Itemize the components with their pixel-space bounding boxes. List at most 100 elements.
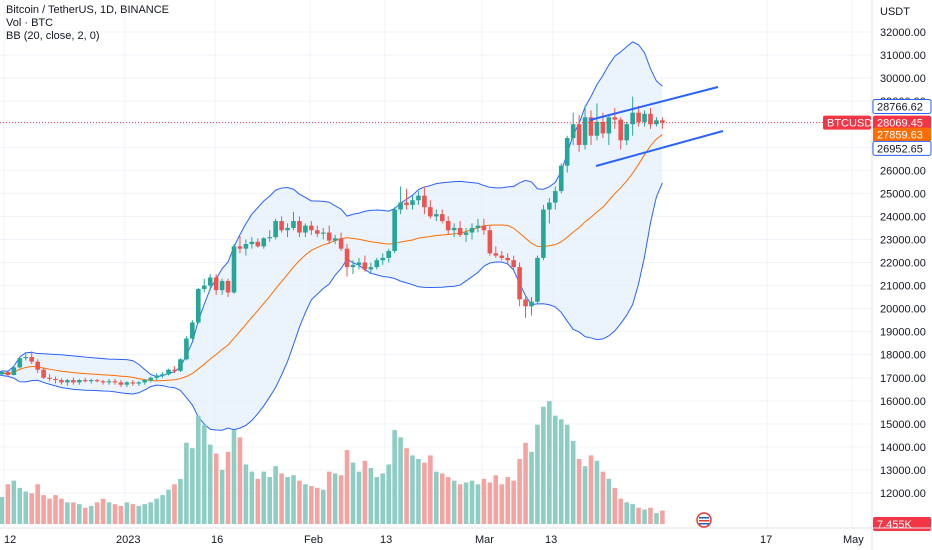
price-tag: 26952.65 — [872, 140, 932, 156]
candle — [535, 255, 540, 305]
volume-bar — [201, 424, 207, 524]
candle — [428, 200, 433, 219]
candle — [47, 374, 52, 382]
time-scale[interactable]: 12 2023 16 Feb 13 Mar 13 17 May — [4, 534, 864, 546]
volume-bar — [398, 437, 403, 524]
candle — [136, 381, 142, 386]
volume-bar — [297, 480, 302, 524]
price-tag-label: 7.455K — [877, 519, 913, 531]
volume-bar — [237, 437, 243, 524]
candle — [112, 378, 118, 385]
candle — [439, 209, 445, 224]
candle — [77, 378, 82, 385]
volume-bar — [344, 449, 350, 524]
candle-body — [112, 381, 118, 383]
price-tick-label: 23000.00 — [880, 234, 926, 246]
candle — [213, 274, 219, 295]
candle — [434, 209, 439, 222]
volume-bar — [434, 471, 439, 524]
candles[interactable] — [0, 96, 665, 387]
candle — [398, 186, 403, 215]
volume-bar — [124, 502, 130, 524]
chart-legend: Bitcoin / TetherUS, 1D, BINANCE Vol · BT… — [6, 4, 169, 43]
candle — [654, 117, 659, 127]
volume-bar — [255, 478, 261, 524]
candle-body — [273, 221, 278, 238]
legend-symbol[interactable]: Bitcoin / TetherUS, 1D, BINANCE — [6, 4, 170, 16]
candle-body — [654, 120, 659, 125]
candle — [564, 135, 570, 173]
candle-body — [475, 225, 481, 228]
volume-bar — [374, 477, 380, 524]
price-tag-label: 26952.65 — [877, 143, 923, 155]
volume-bar — [291, 475, 296, 524]
price-tick-label: 21000.00 — [880, 281, 926, 293]
volume-bar — [499, 484, 505, 524]
volume-bar — [100, 498, 106, 524]
candle-body — [47, 377, 52, 379]
candle-body — [303, 225, 308, 233]
candle — [576, 114, 582, 152]
volume-bar — [356, 471, 362, 524]
legend-bb[interactable]: BB (20, close, 2, 0) — [6, 30, 100, 42]
volume-bar — [130, 504, 136, 524]
candle — [267, 230, 272, 242]
price-tag-box — [872, 99, 932, 115]
volume-bar — [404, 448, 409, 524]
volume-bar — [71, 502, 76, 524]
volume-bar — [11, 480, 17, 524]
volume-bar — [505, 477, 510, 524]
candle — [231, 244, 237, 294]
candle — [648, 108, 653, 129]
dividend-flag-icon[interactable] — [696, 512, 712, 528]
candle-body — [445, 221, 451, 231]
volume-bar — [65, 502, 70, 524]
candle — [475, 218, 481, 233]
volume-bar — [624, 502, 629, 524]
candle-body — [404, 202, 409, 205]
candle-body — [315, 230, 320, 234]
volume-bar — [88, 505, 94, 524]
candle — [517, 262, 522, 307]
candle — [541, 204, 546, 261]
volume-bar — [112, 504, 118, 524]
price-tag: 28069.45 — [873, 115, 931, 130]
candle — [29, 351, 34, 364]
candle — [23, 353, 29, 361]
time-label-12: 12 — [4, 534, 16, 546]
volume-bar — [225, 451, 231, 524]
candle — [273, 218, 278, 240]
candle-body — [434, 214, 439, 217]
candle-body — [213, 277, 219, 291]
candle — [237, 236, 243, 254]
legend-volume[interactable]: Vol · BTC — [6, 17, 54, 29]
volume-bar — [457, 484, 463, 524]
price-tag-label: 28766.62 — [877, 102, 923, 114]
volume-bar — [178, 478, 183, 524]
price-tick-label: 20000.00 — [880, 304, 926, 316]
candle — [553, 186, 558, 210]
volume-bar — [582, 466, 588, 524]
candle — [457, 221, 463, 238]
price-scale[interactable] — [872, 0, 932, 528]
candle-body — [386, 250, 391, 258]
trend-channel[interactable] — [589, 86, 724, 167]
candle — [118, 380, 124, 387]
candle-body — [279, 221, 284, 231]
candle — [392, 207, 397, 254]
candle — [148, 376, 153, 383]
volume-bar — [523, 442, 528, 524]
volume-bar — [362, 460, 368, 524]
volume-bar — [535, 424, 540, 524]
channel-upper-line — [589, 86, 719, 121]
volume-bar — [29, 493, 34, 524]
candle-body — [225, 280, 231, 293]
candle — [445, 216, 451, 235]
volume-bar — [422, 462, 427, 524]
candle — [594, 103, 600, 141]
volume-bar — [642, 509, 647, 524]
channel-lower-line — [595, 130, 724, 167]
volume-bar — [136, 505, 142, 524]
price-ticks: 32000.0031000.0030000.0029000.0028000.00… — [880, 27, 926, 500]
